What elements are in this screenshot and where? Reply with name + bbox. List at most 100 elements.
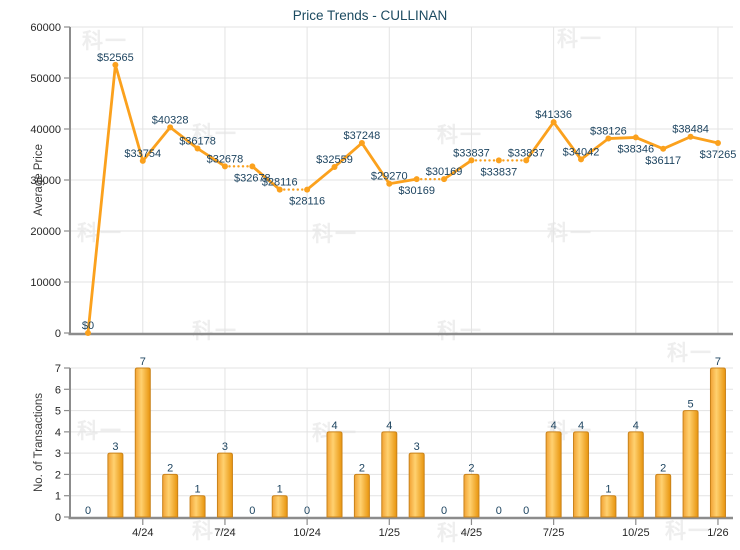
price-point — [112, 61, 119, 68]
price-point — [85, 330, 91, 336]
transactions-x-tick-label: 4/24 — [132, 527, 153, 539]
price-point — [495, 157, 502, 164]
price-line-segment — [360, 141, 391, 186]
transaction-bar — [107, 452, 124, 518]
transaction-bar — [463, 473, 480, 518]
transaction-bar-label: 4 — [386, 420, 392, 432]
transaction-bar-label: 3 — [222, 441, 228, 453]
transactions-y-tick-label: 4 — [55, 427, 61, 439]
price-point — [221, 163, 228, 170]
transactions-y-tick-label: 1 — [55, 491, 61, 503]
price-point-label: $41336 — [535, 109, 572, 121]
price-point — [578, 156, 585, 163]
transactions-y-tick-label: 3 — [55, 448, 61, 460]
price-line-segment — [196, 147, 227, 168]
transaction-bar-label: 2 — [468, 462, 474, 474]
price-point-label: $34042 — [563, 146, 600, 158]
transactions-x-tick-label: 4/25 — [461, 527, 482, 539]
watermark-text: 科一 — [437, 320, 483, 343]
transaction-bar-label: 7 — [715, 356, 721, 368]
transaction-bar — [408, 452, 425, 518]
price-line-segment — [168, 125, 199, 150]
price-y-tick-label: 20000 — [30, 226, 61, 238]
price-y-tick-label: 10000 — [30, 277, 61, 289]
price-point — [358, 140, 365, 147]
transaction-bar — [162, 473, 179, 518]
price-line-segment — [113, 63, 145, 163]
transactions-y-tick-label: 6 — [55, 384, 61, 396]
price-point-label: $38126 — [590, 126, 627, 138]
transaction-bar-label: 2 — [167, 462, 173, 474]
transactions-x-tick-label: 7/24 — [214, 527, 235, 539]
price-point — [523, 157, 530, 164]
price-y-axis-title: Average Price — [33, 144, 45, 216]
price-line-segment — [579, 137, 610, 161]
price-line-segment — [387, 177, 419, 186]
price-line-segment — [607, 136, 638, 140]
watermark-text: 科一 — [82, 30, 128, 53]
transaction-bar-label: 3 — [414, 441, 420, 453]
watermark-text: 科一 — [547, 222, 593, 245]
transaction-bar-label: 0 — [496, 505, 502, 517]
price-point-label: $33837 — [508, 147, 545, 159]
price-line-segment — [305, 165, 336, 192]
transaction-bar-label: 0 — [304, 505, 310, 517]
price-point-label: $40328 — [152, 114, 189, 126]
transaction-bar — [627, 431, 644, 518]
transaction-bar — [216, 452, 233, 518]
price-point — [139, 157, 146, 164]
price-point — [304, 186, 311, 193]
transaction-bar-label: 0 — [523, 505, 529, 517]
transaction-bar — [709, 367, 726, 518]
price-point — [276, 186, 283, 193]
transaction-bar-label: 2 — [359, 462, 365, 474]
price-point — [413, 176, 420, 183]
price-point — [194, 145, 201, 152]
price-y-tick-label: 60000 — [30, 22, 61, 34]
transaction-bar — [353, 473, 370, 518]
watermark-text: 科一 — [667, 342, 713, 365]
transaction-bar-label: 4 — [578, 420, 584, 432]
transaction-bar-label: 4 — [331, 420, 337, 432]
price-point — [550, 119, 557, 126]
price-point-label: $33837 — [453, 147, 490, 159]
price-line-segment — [250, 164, 282, 192]
price-point — [714, 139, 721, 146]
price-point-label: $32559 — [316, 154, 353, 166]
transaction-bar-label: 2 — [660, 462, 666, 474]
transactions-x-tick-label: 7/25 — [543, 527, 564, 539]
transactions-y-tick-label: 2 — [55, 469, 61, 481]
price-y-tick-label: 50000 — [30, 73, 61, 85]
transaction-bar-label: 7 — [140, 356, 146, 368]
transaction-bar — [134, 367, 151, 518]
price-point-label: $36117 — [645, 155, 681, 167]
watermark-text: 科一 — [665, 520, 711, 543]
price-line-segment — [86, 63, 117, 335]
price-point — [249, 163, 256, 170]
price-point-label: $28116 — [289, 196, 325, 208]
transaction-bar-label: 1 — [605, 484, 611, 496]
transaction-bar — [655, 473, 672, 518]
transaction-bar-label: 3 — [112, 441, 118, 453]
watermark-text: 科一 — [312, 223, 358, 246]
chart-title: Price Trends - CULLINAN — [292, 8, 448, 23]
transactions-y-tick-label: 7 — [55, 363, 61, 375]
transactions-y-tick-label: 5 — [55, 406, 61, 418]
price-point — [660, 145, 667, 152]
price-point — [687, 133, 694, 140]
transaction-bar — [189, 495, 206, 518]
transaction-bar-label: 0 — [441, 505, 447, 517]
price-line-segment — [634, 136, 665, 151]
transaction-bar — [573, 431, 590, 518]
price-point — [331, 163, 338, 170]
price-line-segment — [524, 120, 556, 162]
transactions-x-tick-label: 10/25 — [622, 527, 650, 539]
price-point — [386, 180, 393, 187]
transaction-bar-label: 4 — [551, 420, 557, 432]
transaction-bar — [545, 431, 562, 518]
price-point-label: $30169 — [426, 166, 463, 178]
price-point-label: $33837 — [480, 166, 517, 178]
watermark-text: 科一 — [192, 520, 238, 543]
transaction-bar — [271, 495, 288, 518]
